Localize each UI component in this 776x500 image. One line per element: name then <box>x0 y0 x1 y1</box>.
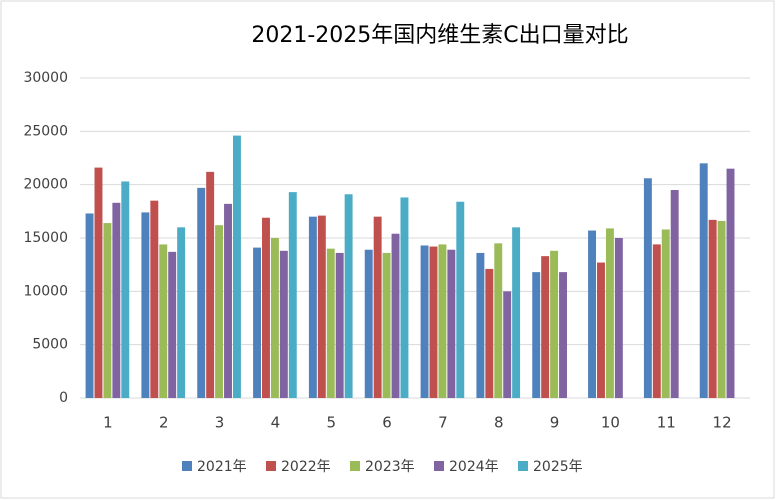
legend-label: 2021年 <box>197 459 247 475</box>
bar <box>85 213 94 398</box>
x-tick-label: 1 <box>103 414 113 432</box>
bar <box>670 190 679 398</box>
legend-swatch <box>434 461 444 471</box>
y-tick-label: 25000 <box>23 123 68 139</box>
bar <box>112 202 121 398</box>
bar <box>382 252 391 398</box>
bar <box>614 238 623 398</box>
x-tick-label: 12 <box>713 414 732 432</box>
bar <box>597 262 605 398</box>
x-tick-label: 4 <box>271 414 281 432</box>
bar <box>224 203 232 398</box>
x-tick-label: 10 <box>601 414 620 432</box>
bar <box>373 216 382 398</box>
bar <box>141 212 150 398</box>
bar <box>206 171 215 398</box>
legend-label: 2024年 <box>449 459 499 475</box>
bar <box>512 227 521 398</box>
bar <box>215 225 224 398</box>
bar <box>308 216 317 398</box>
bar <box>438 244 447 398</box>
bar <box>447 249 456 398</box>
x-tick-label: 9 <box>550 414 560 432</box>
legend-label: 2023年 <box>365 459 415 475</box>
legend-swatch <box>266 461 276 471</box>
bar <box>335 252 344 398</box>
bar <box>541 256 550 398</box>
legend-swatch <box>350 461 360 471</box>
bar <box>643 178 652 398</box>
bar <box>150 200 159 398</box>
bar <box>344 194 353 398</box>
bar <box>364 249 373 398</box>
bar <box>400 197 409 398</box>
bar <box>588 230 597 398</box>
y-tick-label: 0 <box>59 390 68 406</box>
bar <box>708 219 717 398</box>
bar <box>485 268 494 398</box>
bar <box>429 246 438 398</box>
x-tick-label: 2 <box>159 414 169 432</box>
x-tick-label: 8 <box>494 414 504 432</box>
bar <box>456 201 465 398</box>
y-tick-label: 20000 <box>23 177 68 193</box>
x-tick-label: 11 <box>657 414 676 432</box>
bar <box>232 135 241 398</box>
bar <box>279 250 288 398</box>
bar <box>326 248 335 398</box>
bar <box>177 227 186 398</box>
bar <box>699 163 708 398</box>
bar <box>476 252 485 398</box>
x-tick-label: 5 <box>326 414 336 432</box>
y-tick-label: 10000 <box>23 283 68 299</box>
bar <box>503 291 512 398</box>
bar <box>288 192 297 398</box>
bar <box>317 215 326 398</box>
bar <box>494 243 503 398</box>
bar <box>605 228 614 398</box>
bar <box>726 168 735 398</box>
bar <box>121 181 130 398</box>
x-tick-label: 6 <box>382 414 392 432</box>
legend-swatch <box>182 461 192 471</box>
bar <box>532 272 541 398</box>
bar <box>652 244 661 398</box>
bar <box>661 229 670 398</box>
bar <box>94 167 103 398</box>
bar <box>559 272 567 398</box>
y-tick-label: 15000 <box>23 230 68 246</box>
bar <box>253 247 262 398</box>
bar <box>103 223 112 398</box>
legend-label: 2025年 <box>533 459 583 475</box>
x-tick-label: 3 <box>215 414 225 432</box>
bar <box>391 233 400 398</box>
chart-title: 2021-2025年国内维生素C出口量对比 <box>251 23 628 48</box>
y-tick-label: 5000 <box>32 337 68 353</box>
bar <box>262 217 270 398</box>
bar <box>717 220 726 398</box>
bar <box>550 250 559 398</box>
y-tick-label: 30000 <box>23 70 68 86</box>
x-tick-label: 7 <box>438 414 448 432</box>
bar <box>270 238 279 398</box>
legend-label: 2022年 <box>281 459 331 475</box>
bar <box>197 187 206 398</box>
bar <box>159 244 168 398</box>
bar <box>168 251 177 398</box>
bar <box>420 245 429 398</box>
legend-swatch <box>518 461 528 471</box>
